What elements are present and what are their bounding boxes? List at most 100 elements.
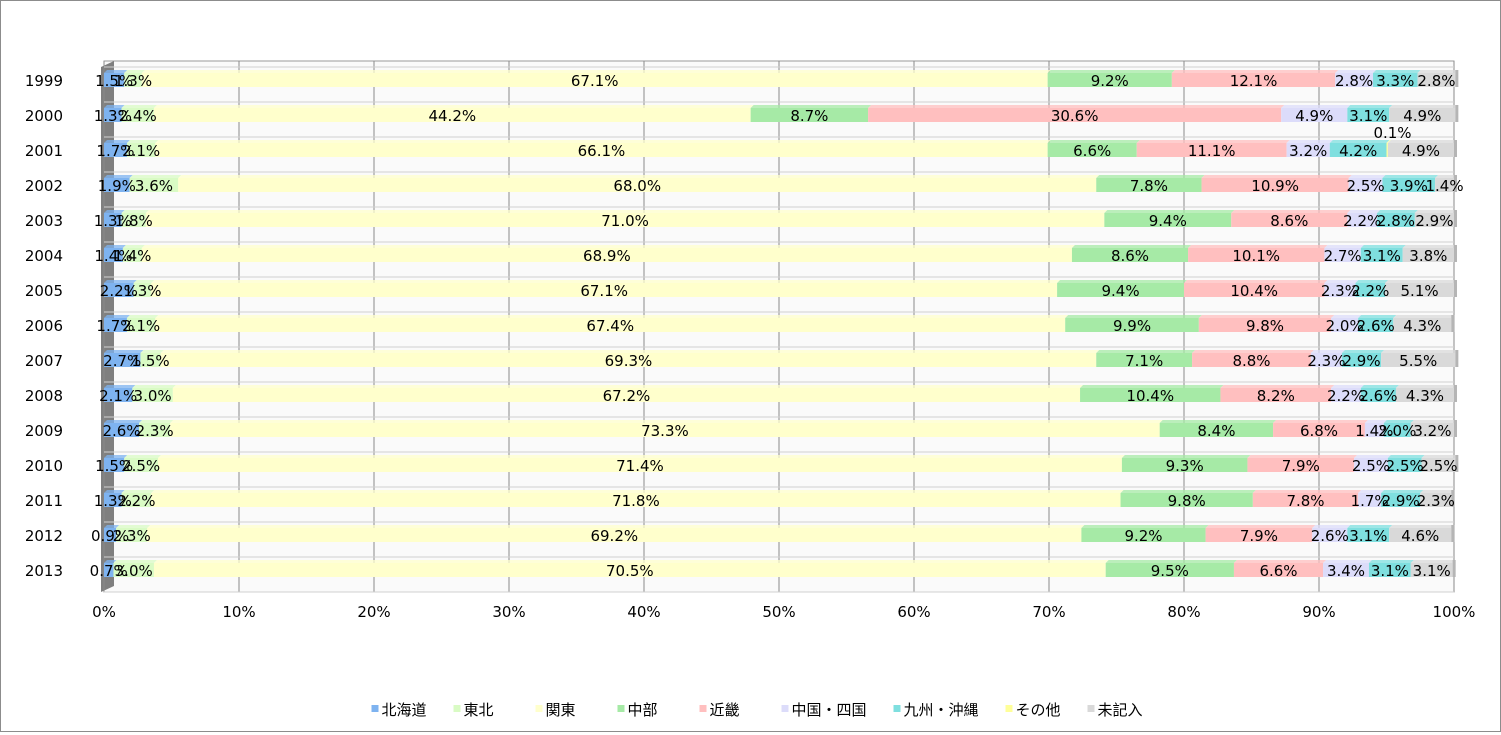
bar-segment-top xyxy=(1395,385,1457,388)
data-label: 1.4% xyxy=(113,247,151,265)
bar-segment xyxy=(153,563,1106,577)
x-tick-label: 100% xyxy=(1433,603,1476,621)
bar-segment xyxy=(1331,388,1361,402)
bar-segment xyxy=(124,458,158,472)
data-label: 68.0% xyxy=(613,177,661,195)
x-tick-label: 70% xyxy=(1032,603,1065,621)
data-label: 10.4% xyxy=(1230,282,1278,300)
bar-segment-top xyxy=(122,245,145,248)
bar-segment xyxy=(1358,493,1382,507)
bar-segment-top xyxy=(1047,140,1140,143)
legend-swatch xyxy=(893,705,901,712)
bar-end-cap xyxy=(1454,385,1457,402)
bar-end-cap xyxy=(1455,455,1459,472)
bar-segment xyxy=(1402,248,1454,262)
bar-segment xyxy=(122,248,142,262)
x-tick-label: 50% xyxy=(762,603,795,621)
bar-segment-top xyxy=(141,70,1051,73)
bar-segment-top xyxy=(104,70,128,73)
bar-segment-top xyxy=(1410,560,1456,563)
data-label: 2.2% xyxy=(1327,387,1365,405)
bar-segment-top xyxy=(151,490,1124,493)
bar-segment-top xyxy=(126,140,159,143)
data-label: 3.1% xyxy=(1371,562,1409,580)
data-label: 9.5% xyxy=(1151,562,1189,580)
legend-label: 近畿 xyxy=(710,701,740,719)
bar-segment xyxy=(1310,353,1342,367)
data-label: 4.9% xyxy=(1403,107,1441,125)
x-tick-label: 10% xyxy=(222,603,255,621)
bar-segment xyxy=(1410,423,1454,437)
bar-end-cap xyxy=(1451,490,1455,507)
bar-segment-top xyxy=(1385,280,1457,283)
bar-segment xyxy=(1347,108,1390,122)
data-label: 1.4% xyxy=(94,247,132,265)
bar-segment-top xyxy=(104,455,128,458)
bar-segment-top xyxy=(1410,420,1457,423)
bar-segment xyxy=(104,248,123,262)
data-label: 8.4% xyxy=(1197,422,1235,440)
data-label: 2.3% xyxy=(113,527,151,545)
data-label: 3.4% xyxy=(1327,562,1365,580)
y-tick-label: 2001 xyxy=(25,142,63,160)
y-tick-label: 2002 xyxy=(25,177,63,195)
bar-segment xyxy=(1360,388,1396,402)
bar-segment-top xyxy=(1360,245,1406,248)
bar-segment-top xyxy=(116,525,151,528)
bar-segment-top xyxy=(1373,70,1421,73)
bar-segment-top xyxy=(1417,70,1459,73)
bar-segment-top xyxy=(1389,105,1459,108)
bar-segment-top xyxy=(1104,210,1235,213)
data-label: 1.7% xyxy=(1351,492,1389,510)
bar-segment-top xyxy=(104,315,130,318)
data-label: 73.3% xyxy=(641,422,689,440)
data-label: 3.1% xyxy=(1413,562,1451,580)
data-label: 3.1% xyxy=(1349,107,1387,125)
data-label: 1.7% xyxy=(96,142,134,160)
bar-segment-top xyxy=(1201,175,1352,178)
y-tick-label: 2012 xyxy=(25,527,63,545)
legend-label: 中国・四国 xyxy=(792,701,867,719)
bar-segment-top xyxy=(1402,245,1457,248)
bar-segment-top xyxy=(1286,140,1333,143)
bar-segment-top xyxy=(1341,350,1385,353)
bar-segment xyxy=(1105,563,1234,577)
legend-swatch xyxy=(535,705,543,712)
bar-segment-top xyxy=(1382,175,1439,178)
bar-segment xyxy=(1247,458,1355,472)
bar-segment-top xyxy=(170,420,1163,423)
bar-segment-top xyxy=(141,245,1075,248)
bar-segment xyxy=(121,493,152,507)
bar-segment-top xyxy=(1335,70,1376,73)
bar-segment-top xyxy=(151,280,1061,283)
bar-segment-top xyxy=(158,455,1125,458)
x-axis-ticks: 0% 10% 20% 30% 40% 50% 60% 70% 80% 90% 100% xyxy=(92,603,1475,621)
data-label: 8.8% xyxy=(1232,352,1270,370)
bar-segment xyxy=(104,353,141,367)
bar-segment xyxy=(141,73,1048,87)
bar-segment xyxy=(1286,143,1330,157)
legend: 北海道 東北 関東 中部 近畿 中国・四国 九州・沖縄 その他 未記入 xyxy=(371,701,1143,719)
bar-segment-top xyxy=(1081,525,1209,528)
bar-segment xyxy=(1393,318,1452,332)
bar-segment xyxy=(147,528,1082,542)
bar-segment-top xyxy=(1331,385,1364,388)
bar-segment-top xyxy=(1331,315,1362,318)
data-label: 4.6% xyxy=(1401,527,1439,545)
bar-segment xyxy=(104,458,125,472)
data-label: 9.4% xyxy=(1101,282,1139,300)
bar-segment xyxy=(1385,283,1454,297)
bar-segment xyxy=(1382,178,1436,192)
bar-segment xyxy=(141,248,1072,262)
bar-segment xyxy=(1355,283,1386,297)
data-label: 8.6% xyxy=(1270,212,1308,230)
bar-segment xyxy=(1120,493,1253,507)
y-tick-label: 2004 xyxy=(25,247,63,265)
data-label: 9.4% xyxy=(1149,212,1187,230)
data-label: 4.9% xyxy=(1295,107,1333,125)
bar-segment xyxy=(1273,423,1365,437)
y-tick-label: 2003 xyxy=(25,212,63,230)
data-label: 44.2% xyxy=(428,107,476,125)
data-label: 3.1% xyxy=(1349,527,1387,545)
